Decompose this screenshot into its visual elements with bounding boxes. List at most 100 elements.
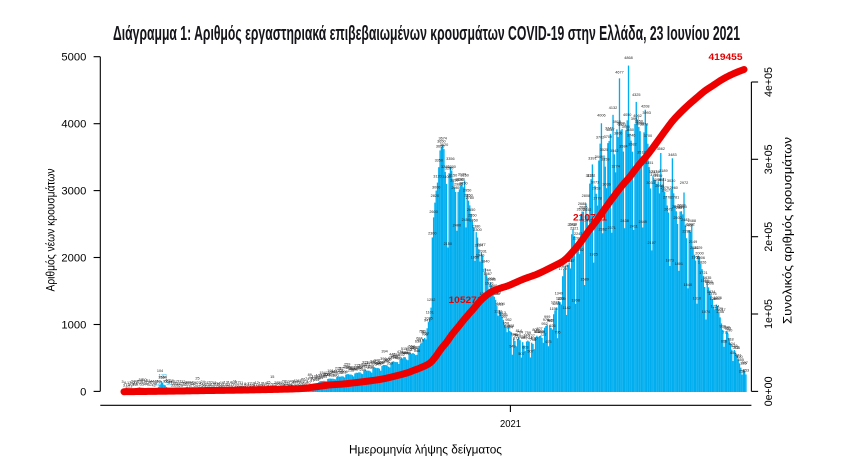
svg-text:754: 754 xyxy=(512,333,518,337)
svg-text:137: 137 xyxy=(316,373,322,377)
svg-text:284: 284 xyxy=(357,365,363,369)
svg-text:66: 66 xyxy=(164,380,168,384)
svg-text:1376: 1376 xyxy=(708,292,716,296)
svg-text:478: 478 xyxy=(397,350,403,354)
svg-text:419455: 419455 xyxy=(709,52,743,62)
svg-text:1308: 1308 xyxy=(571,298,579,302)
svg-text:63: 63 xyxy=(137,379,141,383)
svg-text:888: 888 xyxy=(508,324,514,328)
svg-text:2780: 2780 xyxy=(466,196,474,200)
svg-text:3800: 3800 xyxy=(614,132,622,136)
svg-text:952: 952 xyxy=(541,322,547,326)
svg-text:258: 258 xyxy=(345,366,351,370)
svg-text:1837: 1837 xyxy=(566,259,574,263)
svg-text:47: 47 xyxy=(297,379,301,383)
svg-text:833: 833 xyxy=(538,330,544,334)
svg-text:3150: 3150 xyxy=(460,173,468,177)
svg-text:221: 221 xyxy=(338,369,344,373)
svg-text:259: 259 xyxy=(360,368,366,372)
svg-text:812: 812 xyxy=(535,330,541,334)
svg-text:20: 20 xyxy=(206,385,210,389)
svg-text:2688: 2688 xyxy=(578,202,586,206)
svg-text:31: 31 xyxy=(177,380,181,384)
svg-text:2685: 2685 xyxy=(579,206,587,210)
svg-text:31: 31 xyxy=(288,382,292,386)
svg-text:2031: 2031 xyxy=(478,250,486,254)
svg-text:3000: 3000 xyxy=(432,186,440,190)
svg-text:37: 37 xyxy=(173,380,177,384)
svg-text:926: 926 xyxy=(549,324,555,328)
svg-text:44: 44 xyxy=(144,383,148,387)
svg-text:396: 396 xyxy=(380,357,386,361)
svg-text:73: 73 xyxy=(304,379,308,383)
svg-text:2042: 2042 xyxy=(690,246,698,250)
svg-text:21: 21 xyxy=(204,381,208,385)
svg-text:2029: 2029 xyxy=(694,246,702,250)
svg-text:2778: 2778 xyxy=(593,197,601,201)
svg-text:3847: 3847 xyxy=(606,128,614,132)
svg-text:863: 863 xyxy=(725,327,731,331)
svg-text:507: 507 xyxy=(527,350,533,354)
svg-text:191: 191 xyxy=(330,371,336,375)
svg-text:3120: 3120 xyxy=(458,173,466,177)
svg-text:1113: 1113 xyxy=(498,311,506,315)
svg-text:15: 15 xyxy=(266,381,270,385)
svg-text:394: 394 xyxy=(383,360,389,364)
svg-text:42: 42 xyxy=(151,383,155,387)
svg-text:2449: 2449 xyxy=(638,220,646,224)
svg-text:2411: 2411 xyxy=(630,224,638,228)
svg-text:3997: 3997 xyxy=(631,117,639,121)
svg-text:4006: 4006 xyxy=(597,113,605,117)
svg-text:311: 311 xyxy=(363,365,369,369)
svg-text:1267: 1267 xyxy=(709,297,717,301)
svg-text:3582: 3582 xyxy=(628,142,636,146)
svg-text:2288: 2288 xyxy=(682,229,690,233)
svg-text:3033: 3033 xyxy=(646,181,654,185)
svg-text:298: 298 xyxy=(367,366,373,370)
svg-text:2960: 2960 xyxy=(669,186,677,190)
svg-text:284: 284 xyxy=(356,367,362,371)
svg-text:Ημερομηνία λήψης δείγματος: Ημερομηνία λήψης δείγματος xyxy=(349,443,502,457)
svg-text:542: 542 xyxy=(412,345,418,349)
svg-text:0e+00: 0e+00 xyxy=(763,376,775,406)
svg-text:1000: 1000 xyxy=(61,319,86,331)
svg-text:27: 27 xyxy=(190,383,194,387)
svg-text:3950: 3950 xyxy=(635,119,643,123)
svg-text:34: 34 xyxy=(176,382,180,386)
svg-text:3100: 3100 xyxy=(442,175,450,179)
svg-text:32: 32 xyxy=(287,383,291,387)
svg-text:920: 920 xyxy=(720,324,726,328)
svg-text:1153: 1153 xyxy=(550,307,558,311)
svg-text:2691: 2691 xyxy=(672,205,680,209)
svg-text:100: 100 xyxy=(161,375,167,379)
svg-text:12: 12 xyxy=(257,384,261,388)
svg-text:3280: 3280 xyxy=(441,165,449,169)
svg-text:3356: 3356 xyxy=(446,157,454,161)
svg-text:2652: 2652 xyxy=(583,208,591,212)
svg-text:2107: 2107 xyxy=(647,241,655,245)
svg-text:3742: 3742 xyxy=(605,127,613,131)
svg-text:3036: 3036 xyxy=(602,182,610,186)
svg-text:3993: 3993 xyxy=(642,111,650,115)
svg-text:97: 97 xyxy=(310,379,314,383)
svg-text:3600: 3600 xyxy=(436,145,444,149)
svg-text:12: 12 xyxy=(231,381,235,385)
svg-text:180: 180 xyxy=(332,374,338,378)
svg-text:978: 978 xyxy=(543,318,549,322)
svg-text:108: 108 xyxy=(314,377,320,381)
svg-text:2450: 2450 xyxy=(469,218,477,222)
svg-text:68: 68 xyxy=(302,382,306,386)
svg-text:1628: 1628 xyxy=(486,277,494,281)
svg-text:4208: 4208 xyxy=(641,105,649,109)
svg-text:2149: 2149 xyxy=(689,240,697,244)
svg-text:421: 421 xyxy=(388,356,394,360)
svg-text:2052: 2052 xyxy=(575,248,583,252)
svg-text:783: 783 xyxy=(514,334,520,338)
svg-text:2778: 2778 xyxy=(663,196,671,200)
svg-text:15: 15 xyxy=(269,382,273,386)
svg-text:798: 798 xyxy=(421,333,427,337)
svg-text:2692: 2692 xyxy=(677,203,685,207)
svg-text:2124: 2124 xyxy=(475,244,483,248)
svg-text:47: 47 xyxy=(148,383,152,387)
svg-text:13: 13 xyxy=(224,381,228,385)
